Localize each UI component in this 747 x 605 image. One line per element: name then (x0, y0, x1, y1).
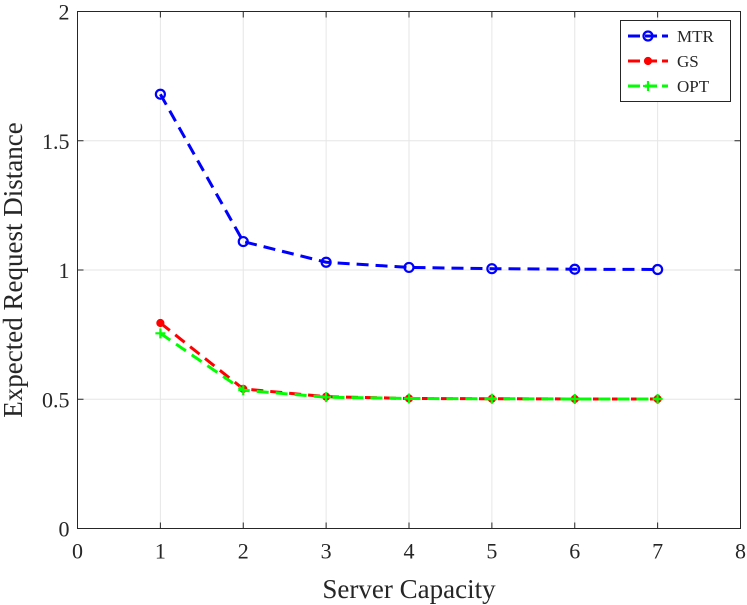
data-point-mtr (154, 88, 166, 100)
x-tick-label: 3 (321, 539, 332, 564)
data-point-opt (569, 393, 580, 404)
data-point-opt (321, 392, 332, 403)
data-point-opt (238, 385, 249, 396)
x-tick-label: 1 (155, 539, 166, 564)
x-tick-label: 4 (404, 539, 415, 564)
y-tick-label: 1.5 (42, 129, 70, 154)
data-point-opt (652, 393, 663, 404)
series-line-mtr (159, 93, 658, 271)
series-group (154, 88, 664, 404)
legend: MTR GS OPT (620, 20, 731, 102)
legend-item-opt: OPT (628, 77, 710, 96)
legend-marker (643, 81, 653, 91)
y-tick-labels: 0 0.5 1 1.5 2 (42, 0, 70, 542)
data-point-opt (486, 393, 497, 404)
x-tick-label: 5 (486, 539, 497, 564)
axis-ticks (77, 11, 741, 529)
data-point-opt (155, 328, 166, 339)
data-point-mtr (569, 263, 581, 275)
data-point-mtr (403, 261, 415, 274)
data-point-mtr (486, 263, 498, 275)
data-point-mtr (652, 263, 664, 276)
legend-item-mtr: MTR (628, 27, 715, 46)
y-tick-label: 0.5 (42, 387, 70, 412)
x-tick-label: 6 (569, 539, 580, 564)
x-axis-label: Server Capacity (322, 574, 496, 604)
legend-marker (643, 56, 653, 66)
y-tick-label: 1 (59, 258, 70, 283)
legend-label: MTR (677, 27, 715, 46)
data-point-opt (404, 393, 414, 404)
series-opt (155, 328, 663, 404)
data-point-gs (156, 318, 165, 328)
x-tick-label: 2 (238, 539, 249, 564)
legend-label: GS (677, 52, 699, 71)
legend-marker (642, 30, 654, 42)
y-tick-label: 2 (59, 0, 70, 25)
y-tick-label: 0 (59, 517, 70, 542)
x-tick-label: 0 (72, 539, 83, 564)
legend-item-gs: GS (628, 52, 699, 71)
x-tick-label: 7 (652, 539, 663, 564)
series-mtr (154, 88, 664, 276)
x-tick-labels: 0 1 2 3 4 5 6 7 8 (72, 539, 746, 564)
legend-label: OPT (677, 77, 710, 96)
data-point-mtr (237, 235, 249, 248)
y-axis-label: Expected Request Distance (0, 122, 28, 417)
x-tick-label: 8 (735, 539, 746, 564)
data-point-mtr (320, 256, 332, 268)
